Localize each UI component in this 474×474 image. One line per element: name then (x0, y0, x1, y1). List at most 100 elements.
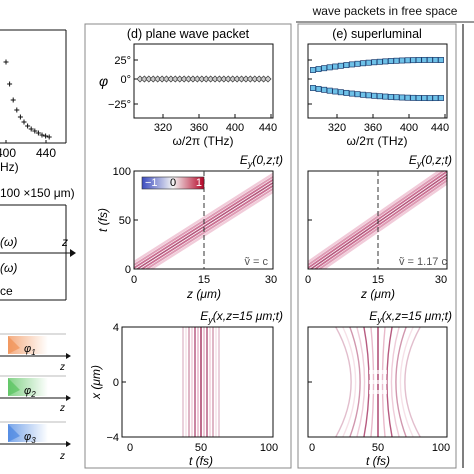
e-freq-label: ω/2π (THz) (347, 134, 408, 148)
panel-d-title: (d) plane wave packet (127, 27, 250, 41)
d-freq-tick-360: 360 (190, 122, 208, 134)
d-phi-label: φ (99, 73, 108, 89)
left-packet-2: φ2 z (0, 375, 71, 414)
d-freq-label: ω/2π (THz) (173, 134, 234, 148)
e-tt-label: t (fs) (366, 454, 390, 468)
left-cross-mark (7, 81, 13, 87)
e-spectrum-point-upper (421, 56, 428, 63)
left-cross-mark (17, 114, 23, 120)
e-spectrum-point-lower (354, 91, 361, 98)
e-transverse-stripe (386, 327, 393, 437)
left-phi-2: φ2 (24, 385, 36, 399)
left-omega-2: (ω) (0, 261, 17, 275)
d-z-tick-30: 30 (265, 274, 277, 286)
e-tt-tick-0: 0 (309, 442, 315, 454)
e-spectrum-point-upper (337, 62, 344, 69)
spacetime-stripe (135, 182, 273, 269)
left-cross-mark (3, 59, 9, 65)
panel-d-spacetime: Ey(0,z;t) −1 0 1 ṽ = c 100 50 0 t (fs) 0… (96, 153, 283, 301)
d-velocity-label: ṽ = c (244, 256, 268, 268)
e-spectrum-point-lower (371, 92, 378, 99)
d-colorbar-tick-1: 1 (196, 177, 202, 189)
left-cross-mark (46, 134, 52, 140)
e-spectrum-point-lower (421, 95, 428, 102)
e-spacetime-title: Ey(0,z;t) (409, 153, 452, 169)
d-tt-tick-0: 0 (127, 442, 133, 454)
panel-e-title: (e) superluminal (332, 27, 422, 41)
e-spectrum-point-lower (332, 88, 339, 95)
e-spectrum-point-upper (354, 60, 361, 67)
e-spectrum-point-upper (365, 59, 372, 66)
left-z-label: z (61, 235, 68, 249)
left-crosses (3, 59, 52, 140)
e-spectrum-point-upper (387, 58, 394, 65)
left-fragment: 400 440 Hz) 100 ×150 μm) (ω) z (ω) ce φ1… (0, 29, 76, 462)
e-spectrum-point-lower (337, 89, 344, 96)
left-cross-mark (10, 97, 16, 103)
left-cross-mark (32, 128, 38, 134)
d-colorbar (141, 176, 205, 190)
left-phi-3: φ3 (24, 431, 36, 445)
d-colorbar-tick-0: 0 (170, 177, 176, 189)
e-freq-tick-360: 360 (364, 122, 382, 134)
e-spectrum-point-lower (426, 95, 433, 102)
e-transverse-stripe (356, 327, 366, 437)
left-omega-1: (ω) (0, 235, 17, 249)
e-transverse-stripe (349, 327, 361, 437)
d-transverse-title: Ey(x,z=15 μm;t) (200, 309, 283, 325)
e-transverse-node (369, 380, 387, 384)
left-packet-3: φ3 z (0, 421, 71, 462)
e-transverse-stripe (399, 327, 414, 437)
e-velocity-label: ṽ = 1.17 c (399, 256, 448, 268)
d-spectrum-points (136, 75, 272, 83)
d-x-label: x (μm) (89, 365, 103, 400)
left-packet-1: φ1 z (0, 333, 71, 373)
e-spectrum-point-upper (343, 62, 350, 69)
d-phi-tick-0: 0° (120, 74, 131, 86)
e-spectrum-point-lower (410, 94, 417, 101)
d-t-label: t (fs) (96, 208, 110, 232)
left-cross-mark (14, 107, 20, 113)
d-colorbar-tick-m1: −1 (145, 177, 158, 189)
e-spectrum-point-upper (415, 57, 422, 63)
e-transverse-stripe (342, 327, 357, 437)
panel-d-spectrum: 25° 0° −25° φ 320 360 400 440 ω/2π (THz) (99, 43, 277, 148)
left-freq-tick-440: 440 (36, 146, 56, 160)
d-t-tick-50: 50 (119, 215, 131, 227)
e-spectrum-point-lower (310, 85, 316, 91)
d-z-tick-15: 15 (198, 274, 210, 286)
e-z-tick-15: 15 (372, 274, 384, 286)
e-spectrum-point-lower (382, 93, 389, 100)
svg-text:z: z (59, 403, 65, 414)
e-spectrum-point-lower (360, 91, 367, 98)
d-transverse-stripes (182, 327, 220, 437)
e-spectrum-point-lower (432, 95, 439, 102)
e-spectrum-point-lower (438, 95, 444, 101)
d-t-tick-0: 0 (125, 264, 131, 276)
e-spectrum-point-upper (438, 57, 444, 63)
e-spectrum-point-upper (360, 60, 367, 67)
d-x-tick-m4: −4 (106, 432, 119, 444)
e-spectrum-point-upper (410, 57, 417, 64)
e-spectrum-point-lower (365, 92, 372, 99)
panel-e-spectrum: 320 360 400 440 ω/2π (THz) (307, 43, 449, 148)
e-spectrum-point-lower (326, 87, 333, 94)
d-x-tick-0: 0 (113, 377, 119, 389)
e-spectrum-point-lower (399, 94, 405, 101)
e-transverse-stripe (390, 327, 400, 437)
e-spectrum-point-upper (315, 66, 322, 73)
left-cross-mark (25, 123, 31, 129)
e-freq-tick-320: 320 (328, 122, 346, 134)
left-freq-tick-400: 400 (0, 146, 16, 160)
left-freq-unit: Hz) (0, 160, 19, 174)
e-spectrum-point-upper (399, 57, 405, 64)
e-spectrum-point-upper (371, 59, 378, 66)
e-transverse-stripes (335, 327, 421, 437)
svg-text:z: z (59, 451, 65, 462)
panel-e-transverse: Ey(x,z=15 μm;t) 0 50 100 t (fs) (307, 309, 452, 468)
e-z-tick-30: 30 (435, 274, 447, 286)
spacetime-stripe (134, 172, 273, 263)
panel-e-frame (297, 23, 457, 469)
e-spectrum-point-lower (376, 93, 383, 100)
